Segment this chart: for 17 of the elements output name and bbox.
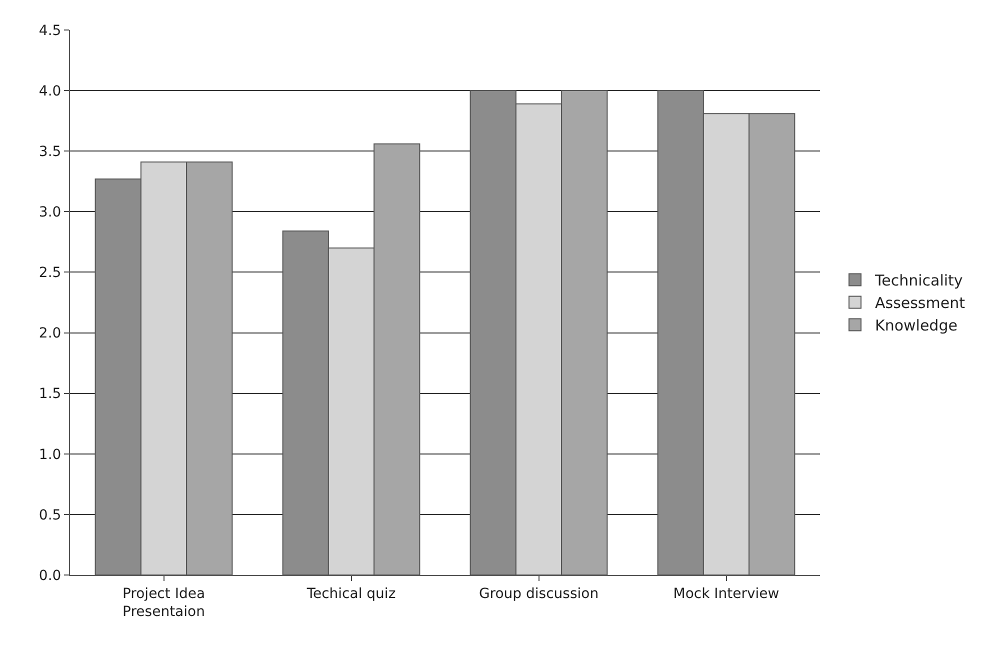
x-tick-label: Mock Interview <box>673 586 780 602</box>
legend-label: Assessment <box>875 294 966 312</box>
y-tick-label: 0.0 <box>38 568 62 584</box>
x-tick-label: Techical quiz <box>306 586 396 602</box>
y-tick-label: 0.5 <box>38 507 62 524</box>
legend-label: Knowledge <box>875 316 958 335</box>
y-tick-label: 1.5 <box>38 386 62 402</box>
x-tick-label: Group discussion <box>478 586 599 602</box>
y-tick-label: 2.0 <box>38 326 62 342</box>
y-tick-label: 3.0 <box>38 204 62 221</box>
y-tick-label: 3.5 <box>38 144 62 160</box>
y-tick-label: 4.0 <box>38 83 62 100</box>
x-tick-label: Project Idea Presentaion <box>122 586 206 620</box>
y-tick-label: 4.5 <box>38 22 62 39</box>
y-tick-label: 2.5 <box>38 265 62 282</box>
legend-label: Technicality <box>874 272 963 290</box>
y-tick-label: 1.0 <box>38 446 62 463</box>
